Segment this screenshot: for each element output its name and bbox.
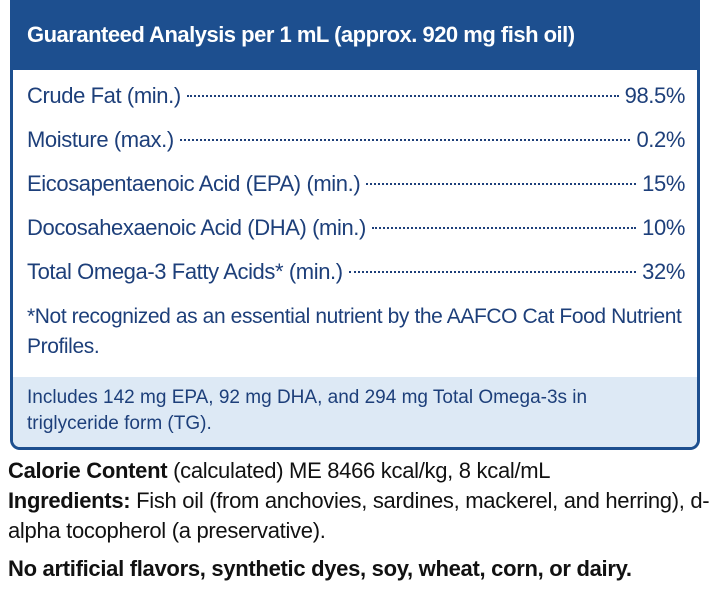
analysis-row: Total Omega-3 Fatty Acids* (min.) 32%	[27, 250, 685, 294]
dot-leader	[366, 183, 637, 185]
calorie-text: (calculated) ME 8466 kcal/kg, 8 kcal/mL	[173, 458, 551, 483]
dot-leader	[179, 139, 631, 141]
analysis-row: Crude Fat (min.) 98.5%	[27, 74, 685, 118]
ingredients-label: Ingredients:	[8, 488, 131, 513]
header-title: Guaranteed Analysis per 1 mL (approx. 92…	[13, 0, 697, 70]
ingredients-text: Fish oil (from anchovies, sardines, mack…	[8, 488, 710, 543]
row-label: Docosahexaenoic Acid (DHA) (min.)	[27, 215, 366, 240]
analysis-row: Eicosapentaenoic Acid (EPA) (min.) 15%	[27, 162, 685, 206]
claim: No artificial flavors, synthetic dyes, s…	[8, 556, 632, 581]
dot-leader	[186, 95, 619, 97]
row-value: 98.5%	[624, 83, 686, 108]
ingredients-line: Ingredients: Fish oil (from anchovies, s…	[8, 486, 713, 546]
analysis-panel: Guaranteed Analysis per 1 mL (approx. 92…	[10, 0, 700, 450]
calorie-line: Calorie Content (calculated) ME 8466 kca…	[8, 456, 713, 486]
row-label: Total Omega-3 Fatty Acids* (min.)	[27, 259, 343, 284]
includes-note: Includes 142 mg EPA, 92 mg DHA, and 294 …	[13, 377, 697, 447]
row-label: Moisture (max.)	[27, 127, 174, 152]
row-value: 32%	[642, 259, 685, 284]
calorie-label: Calorie Content	[8, 458, 168, 483]
row-value: 0.2%	[636, 127, 685, 152]
analysis-rows: Crude Fat (min.) 98.5% Moisture (max.) 0.2%…	[13, 74, 697, 294]
product-info: Calorie Content (calculated) ME 8466 kca…	[8, 456, 713, 584]
row-label: Crude Fat (min.)	[27, 83, 181, 108]
analysis-row: Docosahexaenoic Acid (DHA) (min.) 10%	[27, 206, 685, 250]
dot-leader	[371, 227, 637, 229]
analysis-row: Moisture (max.) 0.2%	[27, 118, 685, 162]
footnote: *Not recognized as an essential nutrient…	[27, 305, 682, 358]
row-value: 10%	[642, 215, 685, 240]
row-label: Eicosapentaenoic Acid (EPA) (min.)	[27, 171, 361, 196]
row-value: 15%	[642, 171, 685, 196]
dot-leader	[348, 271, 637, 273]
